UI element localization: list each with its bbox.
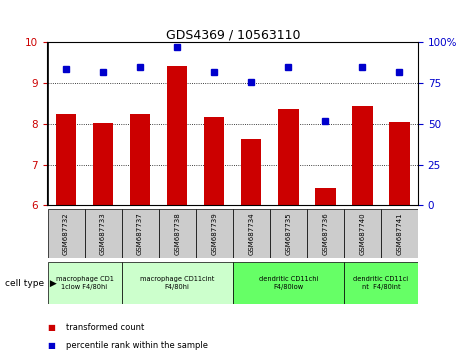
Bar — [233, 209, 270, 258]
Text: transformed count: transformed count — [66, 323, 145, 332]
Text: ■: ■ — [48, 341, 56, 350]
Text: macrophage CD11cint
F4/80hi: macrophage CD11cint F4/80hi — [140, 276, 214, 290]
Bar — [270, 209, 307, 258]
Bar — [390, 122, 409, 205]
Text: GSM687737: GSM687737 — [137, 212, 143, 255]
Text: GSM687732: GSM687732 — [63, 212, 69, 255]
Bar — [85, 209, 122, 258]
Bar — [344, 209, 381, 258]
Text: GSM687733: GSM687733 — [100, 212, 106, 255]
Bar — [315, 188, 335, 205]
Bar — [196, 209, 233, 258]
Bar — [130, 114, 150, 205]
Text: GSM687736: GSM687736 — [323, 212, 328, 255]
Bar — [93, 123, 113, 205]
Bar — [167, 66, 187, 205]
Bar — [122, 262, 233, 304]
Bar — [344, 262, 418, 304]
Text: macrophage CD1
1clow F4/80hi: macrophage CD1 1clow F4/80hi — [56, 276, 114, 290]
Text: ■: ■ — [48, 323, 56, 332]
Bar — [56, 114, 76, 205]
Bar — [204, 116, 224, 205]
Text: percentile rank within the sample: percentile rank within the sample — [66, 341, 209, 350]
Bar — [48, 209, 85, 258]
Bar — [278, 109, 298, 205]
Text: dendritic CD11chi
F4/80low: dendritic CD11chi F4/80low — [259, 276, 318, 290]
Bar — [233, 262, 344, 304]
Text: cell type  ▶: cell type ▶ — [5, 279, 57, 288]
Bar — [159, 209, 196, 258]
Text: GSM687740: GSM687740 — [360, 212, 365, 255]
Bar — [48, 262, 122, 304]
Text: GSM687734: GSM687734 — [248, 212, 254, 255]
Bar — [122, 209, 159, 258]
Bar — [241, 139, 261, 205]
Bar — [307, 209, 344, 258]
Text: GSM687739: GSM687739 — [211, 212, 217, 255]
Title: GDS4369 / 10563110: GDS4369 / 10563110 — [165, 28, 300, 41]
Text: GSM687741: GSM687741 — [397, 212, 402, 255]
Text: GSM687738: GSM687738 — [174, 212, 180, 255]
Text: GSM687735: GSM687735 — [285, 212, 291, 255]
Text: dendritic CD11ci
nt  F4/80int: dendritic CD11ci nt F4/80int — [353, 276, 408, 290]
Bar — [352, 105, 372, 205]
Bar — [381, 209, 418, 258]
